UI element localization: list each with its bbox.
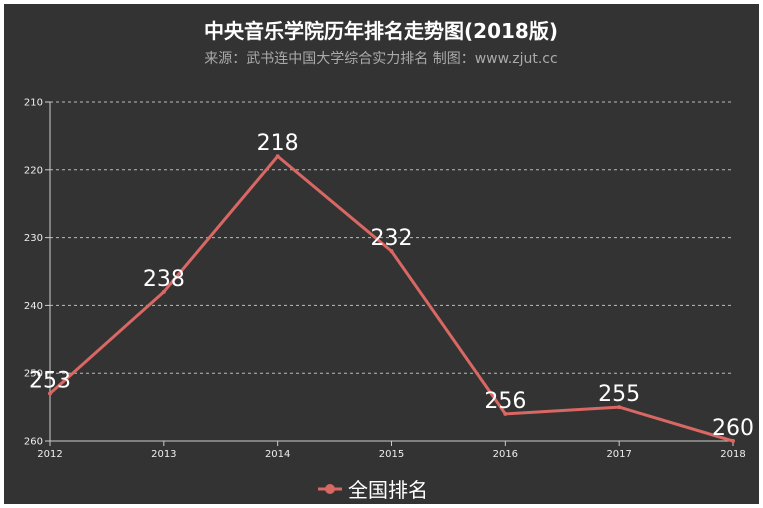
data-label: 218	[257, 131, 299, 156]
data-label: 255	[598, 382, 640, 407]
legend-dot-marker	[325, 484, 335, 494]
data-point[interactable]	[48, 391, 52, 396]
y-tick-label: 230	[24, 233, 43, 244]
x-tick-label: 2018	[720, 449, 745, 460]
y-axis-ticks: 210 220 230 240 250 260	[24, 98, 50, 448]
data-point[interactable]	[617, 405, 622, 410]
y-tick-label: 250	[24, 369, 43, 380]
data-label: 238	[143, 267, 185, 292]
x-tick-label: 2014	[265, 449, 290, 460]
y-tick-label: 240	[24, 301, 43, 312]
data-point[interactable]	[275, 154, 280, 159]
x-axis-ticks: 2012 2013 2014 2015 2016 2017 2018	[37, 441, 746, 460]
series-ranking	[48, 154, 735, 443]
chart-title: 中央音乐学院历年排名走势图(2018版)	[204, 19, 558, 43]
x-tick-label: 2017	[606, 449, 631, 460]
y-tick-label: 220	[24, 165, 43, 176]
data-label: 232	[371, 226, 413, 251]
data-label: 260	[712, 416, 754, 441]
x-tick-label: 2012	[37, 449, 62, 460]
legend-label: 全国排名	[348, 478, 428, 502]
data-point[interactable]	[731, 439, 735, 443]
data-label: 253	[29, 369, 71, 394]
x-tick-label: 2016	[493, 449, 518, 460]
data-labels: 253 238 218 232 256 255 260	[29, 131, 754, 441]
x-tick-label: 2015	[379, 449, 404, 460]
data-point[interactable]	[389, 249, 394, 254]
y-tick-label: 260	[24, 437, 43, 448]
data-label: 256	[484, 389, 526, 414]
chart-subtitle: 来源：武书连中国大学综合实力排名 制图：www.zjut.cc	[204, 51, 557, 67]
legend[interactable]: 全国排名	[318, 478, 428, 502]
y-tick-label: 210	[24, 98, 43, 109]
data-point[interactable]	[161, 289, 166, 294]
chart-background	[4, 4, 759, 504]
data-point[interactable]	[503, 411, 508, 416]
x-tick-label: 2013	[151, 449, 176, 460]
